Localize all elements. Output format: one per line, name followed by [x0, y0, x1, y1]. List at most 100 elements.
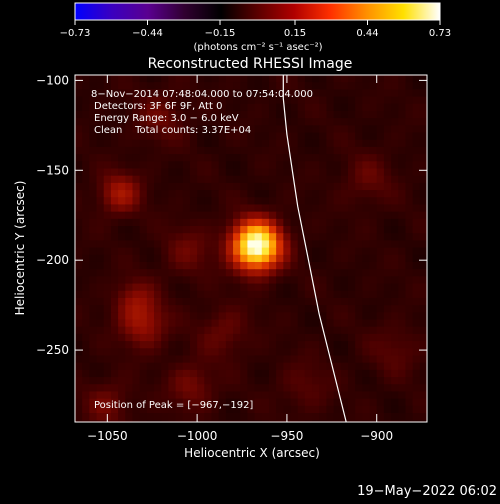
heatmap-cell: [405, 269, 414, 277]
heatmap-cell: [154, 413, 162, 421]
heatmap-cell: [326, 261, 335, 270]
heatmap-cell: [261, 312, 270, 321]
heatmap-cell: [319, 405, 328, 414]
heatmap-cell: [297, 283, 306, 292]
heatmap-cell: [139, 139, 148, 148]
heatmap-cell: [218, 398, 227, 407]
heatmap-cell: [132, 261, 141, 270]
info-box: 8−Nov−2014 07:48:04.000 to 07:54:04.000 …: [91, 89, 313, 136]
heatmap-cell: [340, 218, 349, 227]
heatmap-cell: [118, 405, 126, 414]
heatmap-cell: [369, 204, 378, 213]
heatmap-cell: [154, 261, 162, 270]
heatmap-cell: [146, 82, 155, 90]
heatmap-cell: [189, 211, 198, 220]
heatmap-cell: [175, 420, 184, 422]
heatmap-cell: [355, 254, 363, 263]
heatmap-cell: [319, 175, 328, 184]
heatmap-cell: [398, 139, 407, 148]
heatmap-cell: [391, 297, 399, 306]
heatmap-cell: [362, 75, 371, 83]
heatmap-cell: [276, 161, 284, 170]
heatmap-cell: [333, 341, 342, 349]
heatmap-cell: [297, 341, 306, 349]
heatmap-cell: [268, 211, 277, 220]
heatmap-cell: [319, 132, 328, 141]
heatmap-cell: [247, 204, 256, 213]
heatmap-cell: [225, 226, 234, 234]
colorbar: −0.73 −0.44 −0.15 0.15 0.44 0.73 (photons cm⁻…: [60, 2, 451, 53]
heatmap-cell: [276, 139, 284, 148]
heatmap-cell: [197, 146, 205, 155]
heatmap-cell: [168, 405, 177, 414]
heatmap-cell: [146, 110, 155, 119]
heatmap-cell: [290, 398, 299, 407]
heatmap-cell: [369, 369, 378, 378]
heatmap-cell: [347, 413, 356, 421]
heatmap-cell: [261, 110, 270, 119]
heatmap-cell: [412, 175, 421, 184]
heatmap-cell: [254, 211, 263, 220]
heatmap-cell: [319, 348, 328, 357]
heatmap-cell: [233, 218, 241, 227]
heatmap-cell: [326, 333, 335, 342]
heatmap-cell: [197, 247, 205, 256]
heatmap-cell: [146, 305, 155, 313]
heatmap-cell: [276, 125, 284, 134]
heatmap-cell: [283, 182, 292, 191]
heatmap-cell: [189, 190, 198, 198]
heatmap-cell: [240, 405, 248, 414]
heatmap-cell: [247, 413, 256, 421]
heatmap-cell: [369, 261, 378, 270]
heatmap-cell: [326, 190, 335, 198]
heatmap-cell: [197, 254, 205, 263]
heatmap-cell: [247, 139, 256, 148]
heatmap-cell: [333, 211, 342, 220]
heatmap-cell: [383, 197, 392, 206]
heatmap-cell: [146, 391, 155, 400]
heatmap-cell: [268, 182, 277, 191]
heatmap-cell: [118, 226, 126, 234]
heatmap-cell: [82, 168, 90, 177]
heatmap-cell: [254, 96, 263, 105]
heatmap-cell: [182, 89, 191, 98]
heatmap-cell: [75, 110, 83, 119]
heatmap-cell: [132, 204, 141, 213]
heatmap-cell: [268, 377, 277, 385]
plot-area: −1050 −1000 −950 −900 −100−150−200−250 8−No…: [36, 73, 428, 443]
heatmap-cell: [376, 103, 385, 112]
heatmap-cell: [340, 132, 349, 141]
heatmap-cell: [139, 305, 148, 313]
heatmap-cell: [182, 240, 191, 249]
heatmap-cell: [261, 218, 270, 227]
heatmap-cell: [75, 326, 83, 335]
heatmap-cell: [391, 290, 399, 299]
heatmap-cell: [146, 283, 155, 292]
heatmap-cell: [168, 103, 177, 112]
heatmap-cell: [118, 413, 126, 421]
heatmap-cell: [333, 405, 342, 414]
heatmap-cell: [333, 139, 342, 148]
heatmap-cell: [268, 398, 277, 407]
heatmap-cell: [283, 362, 292, 371]
heatmap-cell: [319, 369, 328, 378]
heatmap-cell: [110, 233, 119, 242]
heatmap-cell: [96, 355, 105, 364]
heatmap-cell: [376, 161, 385, 170]
heatmap-cell: [276, 398, 284, 407]
heatmap-cell: [412, 377, 421, 385]
heatmap-cell: [319, 96, 328, 105]
heatmap-cell: [376, 82, 385, 90]
heatmap-cell: [369, 305, 378, 313]
heatmap-cell: [398, 182, 407, 191]
heatmap-cell: [197, 96, 205, 105]
heatmap-cell: [362, 269, 371, 277]
heatmap-cell: [383, 175, 392, 184]
heatmap-cell: [132, 348, 141, 357]
heatmap-cell: [261, 240, 270, 249]
heatmap-cell: [211, 341, 220, 349]
heatmap-cell: [175, 377, 184, 385]
heatmap-cell: [175, 118, 184, 126]
heatmap-cell: [362, 89, 371, 98]
heatmap-cell: [103, 312, 112, 321]
